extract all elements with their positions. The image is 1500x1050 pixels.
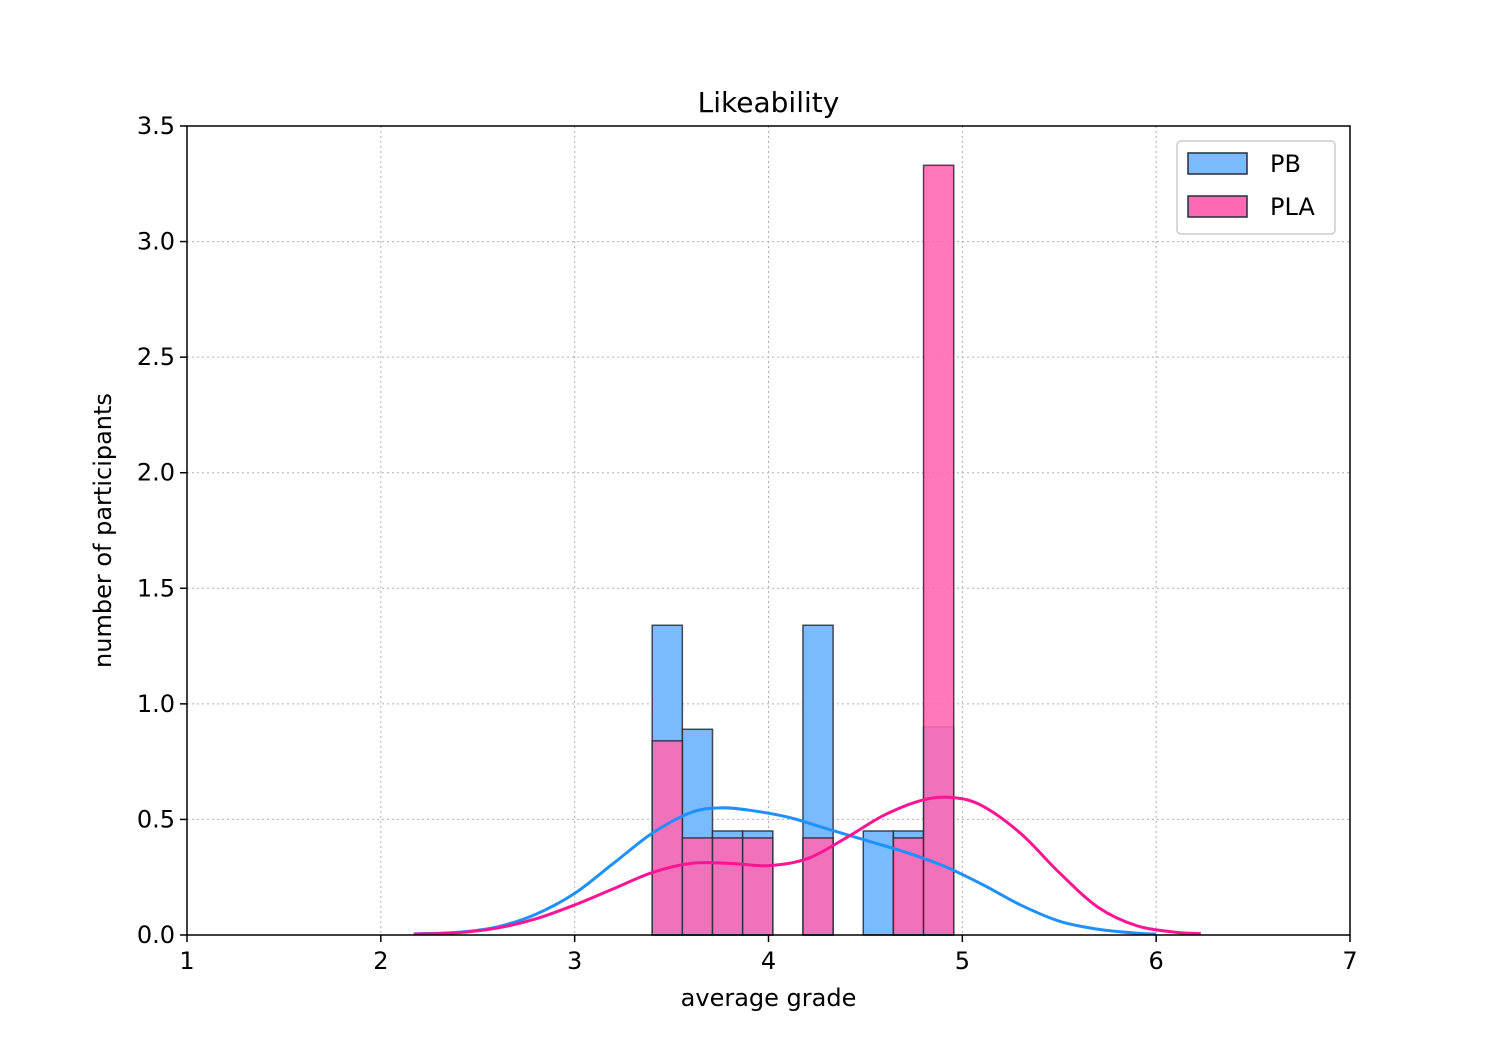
legend-label-pb: PB: [1270, 150, 1301, 178]
legend: PB PLA: [1176, 140, 1336, 235]
y-tick-label: 0.0: [137, 921, 175, 949]
x-tick-label: 1: [179, 947, 194, 975]
axis-ticks: 1 2 3 4 5 6 7 0.0 0.5 1.0 1.5 2.0 2.5 3.0 3.5: [137, 112, 1358, 975]
x-tick-label: 2: [373, 947, 388, 975]
legend-label-pla: PLA: [1270, 193, 1315, 221]
y-tick-label: 1.0: [137, 690, 175, 718]
y-tick-label: 3.0: [137, 228, 175, 256]
bar-pla: [922, 164, 955, 936]
x-tick-label: 7: [1342, 947, 1357, 975]
kde-curve-pla: [413, 795, 1201, 936]
legend-swatch-pb: [1187, 152, 1248, 175]
bar-pla: [651, 740, 684, 936]
y-axis-title: number of participants: [89, 393, 117, 668]
x-tick-label: 3: [567, 947, 582, 975]
density-curves: [413, 795, 1201, 936]
grid-lines: [187, 126, 1350, 935]
y-tick-label: 2.5: [137, 343, 175, 371]
histogram-bars: [651, 164, 955, 936]
y-tick-label: 3.5: [137, 112, 175, 140]
bar-pla: [741, 837, 774, 936]
legend-swatch-pla: [1187, 195, 1248, 218]
x-tick-label: 5: [955, 947, 970, 975]
y-tick-label: 0.5: [137, 805, 175, 833]
x-tick-label: 4: [761, 947, 776, 975]
kde-curve-pb: [413, 806, 1157, 936]
chart-title: Likeability: [698, 86, 840, 119]
bar-pla: [711, 837, 744, 936]
y-tick-label: 2.0: [137, 459, 175, 487]
bar-pla: [681, 837, 714, 936]
x-axis-title: average grade: [681, 984, 857, 1012]
x-tick-label: 6: [1149, 947, 1164, 975]
y-tick-label: 1.5: [137, 574, 175, 602]
